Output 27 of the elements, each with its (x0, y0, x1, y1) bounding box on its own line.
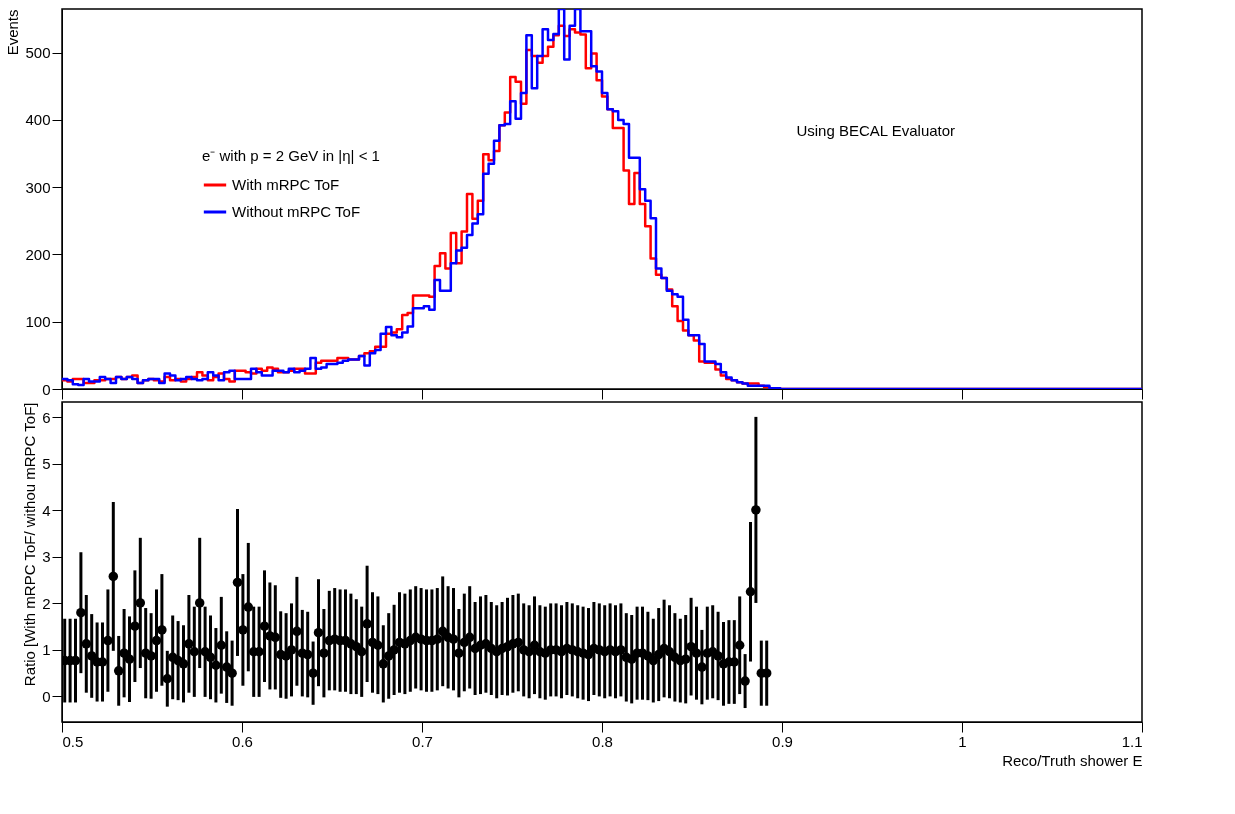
y-axis-title: Ratio [With mRPC ToF/ withou mRPC ToF] (21, 402, 39, 687)
x-tick-label: 0.7 (412, 732, 433, 750)
y-tick-label: 1 (42, 641, 51, 659)
y-tick-label: 5 (42, 455, 51, 473)
x-tick-label: 1 (958, 732, 967, 750)
legend-label: Without mRPC ToF (232, 203, 361, 220)
legend-label: With mRPC ToF (232, 176, 340, 193)
y-tick-label: 300 (25, 178, 51, 196)
y-tick-label: 3 (42, 548, 51, 566)
x-tick-label: 0.6 (232, 732, 253, 750)
y-tick-label: 0 (42, 687, 51, 705)
y-tick-label: 200 (25, 245, 51, 263)
annotation: Using BECAL Evaluator (796, 121, 956, 139)
y-tick-label: 6 (42, 408, 51, 426)
x-tick-label: 0.5 (62, 732, 84, 750)
y-tick-label: 2 (42, 594, 51, 612)
y-tick-label: 500 (25, 44, 51, 62)
legend-title: e⁻ with p = 2 GeV in |η| < 1 (202, 147, 380, 164)
y-tick-label: 100 (25, 313, 51, 331)
x-tick-label: 1.1 (1121, 732, 1143, 750)
y-tick-label: 400 (25, 111, 51, 129)
x-tick-label: 0.8 (592, 732, 613, 750)
y-tick-label: 0 (42, 380, 51, 398)
y-axis-title: Events (4, 9, 22, 56)
y-tick-label: 4 (42, 501, 51, 519)
x-tick-label: 0.9 (772, 732, 793, 750)
x-axis-title: Reco/Truth shower E (1002, 751, 1143, 769)
